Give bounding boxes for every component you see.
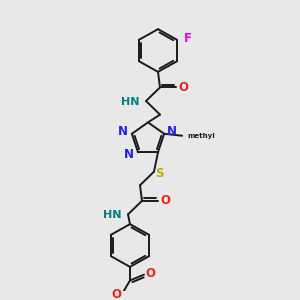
Text: N: N xyxy=(124,148,134,161)
Text: O: O xyxy=(111,288,121,300)
Text: N: N xyxy=(118,125,128,138)
Text: HN: HN xyxy=(122,97,140,107)
Text: F: F xyxy=(184,32,192,45)
Text: N: N xyxy=(167,125,177,138)
Text: S: S xyxy=(155,167,163,180)
Text: O: O xyxy=(160,194,170,207)
Text: O: O xyxy=(178,81,188,94)
Text: methyl: methyl xyxy=(187,133,215,139)
Text: O: O xyxy=(145,267,155,280)
Text: HN: HN xyxy=(103,210,122,220)
